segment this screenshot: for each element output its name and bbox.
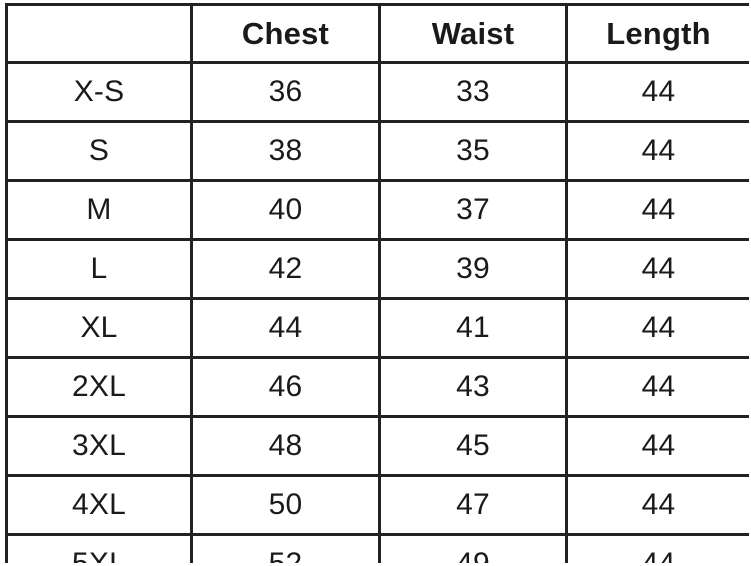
cell-waist: 47: [378, 474, 568, 536]
cell-size: M: [5, 179, 193, 241]
cell-size: 4XL: [5, 474, 193, 536]
cell-size: 3XL: [5, 415, 193, 477]
cell-chest: 48: [190, 415, 381, 477]
cell-chest: 52: [190, 533, 381, 563]
cell-length: 44: [565, 179, 749, 241]
cell-waist: 37: [378, 179, 568, 241]
size-table-container: Chest Waist Length X-S 36 33 44 S 38 35 …: [5, 3, 749, 563]
cell-waist: 33: [378, 61, 568, 123]
table-row: 5XL 52 49 44: [5, 533, 749, 563]
cell-size: S: [5, 120, 193, 182]
cell-length: 44: [565, 356, 749, 418]
cell-length: 44: [565, 474, 749, 536]
table-row: 2XL 46 43 44: [5, 356, 749, 418]
header-cell-waist: Waist: [378, 3, 568, 64]
table-row: XL 44 41 44: [5, 297, 749, 359]
cell-size: 5XL: [5, 533, 193, 563]
header-cell-length: Length: [565, 3, 749, 64]
cell-length: 44: [565, 238, 749, 300]
cell-size: XL: [5, 297, 193, 359]
table-row: 3XL 48 45 44: [5, 415, 749, 477]
table-row: 4XL 50 47 44: [5, 474, 749, 536]
table-header: Chest Waist Length: [5, 3, 749, 64]
header-cell-chest: Chest: [190, 3, 381, 64]
table-row: S 38 35 44: [5, 120, 749, 182]
cell-size: 2XL: [5, 356, 193, 418]
cell-length: 44: [565, 61, 749, 123]
cell-waist: 49: [378, 533, 568, 563]
cell-length: 44: [565, 120, 749, 182]
cell-chest: 36: [190, 61, 381, 123]
table-body: X-S 36 33 44 S 38 35 44 M 40 37 44: [5, 61, 749, 563]
table-header-row: Chest Waist Length: [5, 3, 749, 64]
cell-waist: 45: [378, 415, 568, 477]
cell-chest: 50: [190, 474, 381, 536]
size-chart-table: Chest Waist Length X-S 36 33 44 S 38 35 …: [5, 3, 749, 563]
cell-waist: 41: [378, 297, 568, 359]
cell-chest: 40: [190, 179, 381, 241]
cell-waist: 35: [378, 120, 568, 182]
cell-chest: 42: [190, 238, 381, 300]
cell-chest: 46: [190, 356, 381, 418]
cell-waist: 39: [378, 238, 568, 300]
cell-size: L: [5, 238, 193, 300]
cell-size: X-S: [5, 61, 193, 123]
cell-length: 44: [565, 415, 749, 477]
header-cell-corner: [5, 3, 193, 64]
table-row: X-S 36 33 44: [5, 61, 749, 123]
cell-waist: 43: [378, 356, 568, 418]
table-row: M 40 37 44: [5, 179, 749, 241]
table-row: L 42 39 44: [5, 238, 749, 300]
cell-chest: 38: [190, 120, 381, 182]
cell-length: 44: [565, 533, 749, 563]
cell-chest: 44: [190, 297, 381, 359]
cell-length: 44: [565, 297, 749, 359]
